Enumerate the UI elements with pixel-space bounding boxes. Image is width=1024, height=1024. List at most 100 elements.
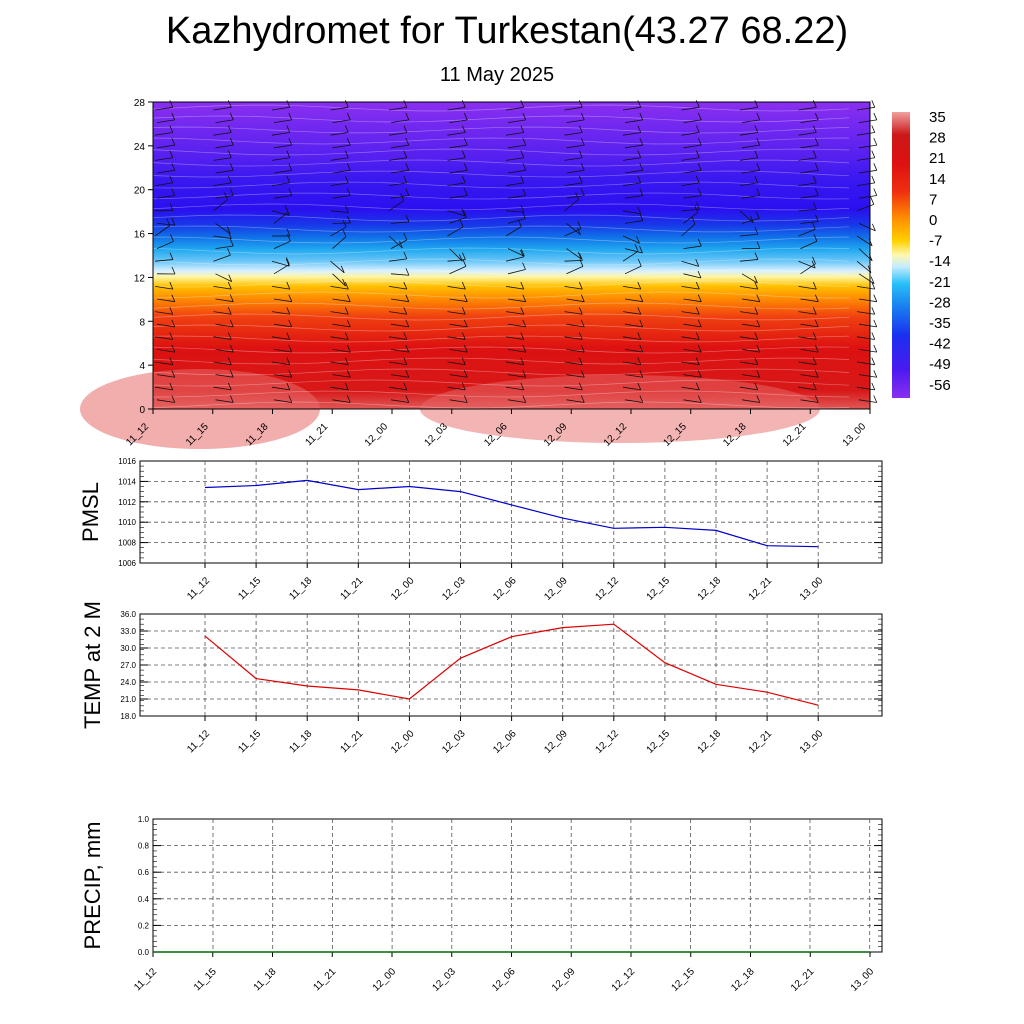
pmsl-xtick-label: 12_18 [696, 575, 724, 603]
wind-barb-flag [695, 100, 700, 108]
wind-barb [388, 361, 407, 366]
wind-barb-flag [346, 294, 351, 302]
wind-barb [213, 132, 232, 136]
wind-barb [856, 311, 875, 315]
wind-barb [330, 286, 349, 290]
wind-barb [273, 240, 291, 249]
wind-barb-flag [463, 112, 468, 121]
contour-line [152, 159, 850, 167]
wind-barb [505, 132, 524, 136]
wind-barb-flag [520, 307, 525, 315]
wind-barb-flag [169, 175, 174, 184]
wind-barb [332, 273, 346, 287]
wind-barb [273, 298, 292, 303]
wind-barb-flag [580, 112, 585, 121]
wind-barb [505, 182, 524, 186]
wind-barb [622, 106, 641, 111]
wind-barb-flag [520, 281, 525, 290]
wind-barb [856, 386, 875, 391]
wind-barb-flag [522, 137, 527, 146]
wind-barb [507, 195, 526, 199]
wind-barb-flag [580, 188, 585, 196]
heatmap-contours [152, 104, 850, 409]
wind-barb-flag [169, 357, 174, 365]
wind-barb-flag [578, 100, 583, 108]
heatmap-ytick-label: 12 [134, 273, 146, 284]
wind-barb-flag [637, 281, 642, 290]
wind-barb-flag [520, 249, 524, 258]
wind-barb [447, 361, 466, 366]
wind-barb-flag [639, 137, 644, 146]
wind-barb-flag [697, 238, 702, 247]
wind-barb [213, 336, 232, 340]
wind-barb [622, 210, 641, 215]
wind-barb [154, 361, 173, 366]
wind-barb [213, 199, 228, 212]
wind-barb [683, 399, 702, 403]
wind-barb-flag [463, 344, 468, 353]
wind-barb [624, 399, 643, 403]
contour-line [152, 335, 850, 343]
contour-line [152, 203, 850, 211]
wind-barb [566, 144, 585, 149]
heatmap-ytick-label: 28 [134, 98, 146, 109]
wind-barb-flag [342, 229, 347, 237]
pmsl-ylabel: PMSL [78, 482, 103, 542]
wind-barb [330, 157, 349, 161]
pmsl-frame [139, 460, 883, 564]
wind-barb-flag [346, 163, 351, 171]
wind-barb [154, 336, 173, 340]
wind-barb-flag [871, 175, 876, 184]
wind-barb-flag [342, 278, 347, 287]
precip-ytick-label: 0.6 [138, 868, 150, 877]
wind-barb [271, 106, 290, 111]
wind-barb-flag [405, 137, 410, 146]
wind-barb-flag [754, 150, 759, 158]
wind-barb [683, 273, 702, 279]
wind-barb [858, 169, 877, 174]
wind-barb-flag [288, 395, 293, 403]
wind-barb [156, 169, 175, 174]
precip-xtick-label: 12_09 [550, 966, 578, 994]
wind-barb [449, 265, 467, 275]
wind-barb-flag [695, 332, 700, 340]
wind-barb-flag [577, 251, 582, 260]
heatmap-ytick-label: 4 [139, 361, 145, 372]
wind-barb [271, 260, 290, 267]
heatmap-ytick-label: 20 [134, 186, 146, 197]
wind-barb-flag [812, 175, 817, 184]
wind-barb [800, 374, 819, 378]
wind-barb [505, 256, 524, 262]
precip-xtick-label: 12_06 [490, 966, 518, 994]
wind-barb [330, 336, 349, 340]
wind-barb-flag [169, 307, 174, 315]
wind-barb-flag [229, 163, 234, 171]
wind-barb [798, 182, 817, 186]
wind-barb [273, 195, 292, 199]
wind-barb [624, 144, 643, 149]
wind-barb [566, 349, 585, 353]
wind-barb-flag [578, 281, 583, 290]
wind-barb [622, 311, 641, 315]
wind-barb-flag [754, 332, 759, 340]
wind-barb [215, 119, 234, 123]
wind-barb-flag [171, 294, 176, 302]
wind-barb [390, 239, 408, 249]
wind-barb [390, 169, 409, 174]
wind-barb [507, 144, 526, 149]
colorbar-label: -56 [929, 377, 951, 394]
wind-barb-flag [637, 100, 642, 108]
wind-barb [390, 144, 409, 149]
wind-barb [271, 132, 290, 136]
wind-barb [564, 132, 583, 136]
wind-barb-flag [461, 307, 466, 315]
wind-barb [332, 298, 351, 303]
contour-line [152, 115, 850, 123]
wind-barb-flag [755, 211, 760, 219]
temp-2m-series-line [204, 623, 819, 706]
precip-xtick-label: 11_18 [252, 966, 279, 993]
wind-barb-flag [229, 188, 234, 196]
wind-barb-flag [403, 100, 408, 108]
wind-barb-flag [517, 219, 522, 227]
wind-barb [449, 399, 468, 403]
